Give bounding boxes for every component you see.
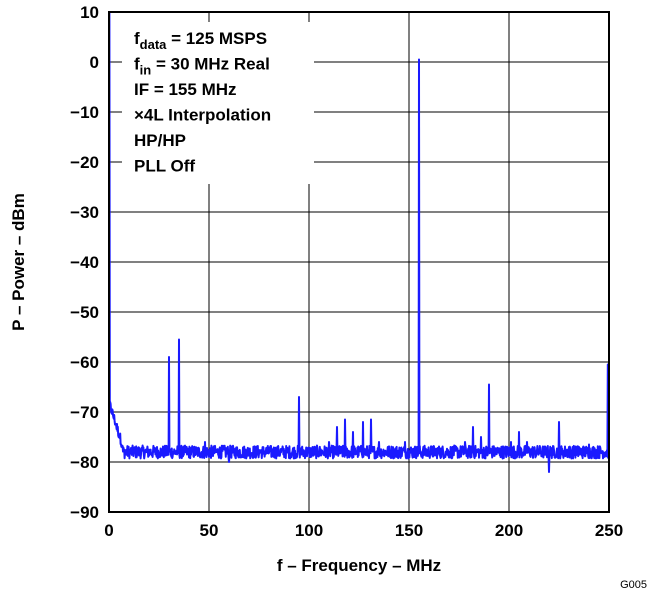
y-tick-label: −30: [70, 203, 99, 222]
y-tick-label: −40: [70, 253, 99, 272]
y-tick-label: 10: [80, 3, 99, 22]
annotation-base: HP/HP: [134, 131, 186, 150]
x-tick-label: 250: [595, 521, 623, 540]
annotation-subscript: data: [140, 37, 168, 52]
annotation-line: ×4L Interpolation: [134, 106, 271, 125]
x-tick-label: 0: [104, 521, 113, 540]
figure-id: G005: [620, 579, 647, 591]
x-tick-labels: 0 50 100 150 200 250: [104, 521, 623, 540]
annotation-line: PLL Off: [134, 157, 195, 176]
x-tick-label: 50: [200, 521, 219, 540]
plot-frame: [108, 11, 610, 513]
annotation-base: PLL Off: [134, 157, 195, 176]
y-tick-label: −70: [70, 403, 99, 422]
annotation-line: fin = 30 MHz Real: [134, 55, 270, 78]
annotation-rest: = 30 MHz Real: [151, 55, 270, 74]
annotation-base: f: [134, 29, 140, 48]
annotation-line: fdata = 125 MSPS: [134, 29, 267, 52]
x-tick-label: 100: [295, 521, 323, 540]
y-axis-title: P – Power – dBm: [9, 193, 28, 331]
x-axis-title: f – Frequency – MHz: [277, 556, 441, 575]
annotation-base: IF = 155 MHz: [134, 80, 237, 99]
y-tick-label: −10: [70, 103, 99, 122]
y-tick-label: −90: [70, 503, 99, 522]
y-tick-label: 0: [90, 53, 99, 72]
annotation-rest: = 125 MSPS: [166, 29, 267, 48]
annotation-line: HP/HP: [134, 131, 186, 150]
x-tick-label: 200: [495, 521, 523, 540]
annotation-box: [122, 22, 314, 184]
y-tick-label: −60: [70, 353, 99, 372]
annotation-base: f: [134, 55, 140, 74]
y-tick-label: −20: [70, 153, 99, 172]
y-tick-labels: 10 0 −10 −20 −30 −40 −50 −60 −70 −80 −90: [70, 3, 99, 522]
y-tick-label: −50: [70, 303, 99, 322]
y-tick-label: −80: [70, 453, 99, 472]
spectrum-trace: [108, 11, 610, 473]
spectrum-line: [108, 11, 610, 473]
annotation-line: IF = 155 MHz: [134, 80, 237, 99]
annotation-base: ×4L Interpolation: [134, 106, 271, 125]
annotation-subscript: in: [140, 63, 152, 78]
x-tick-label: 150: [395, 521, 423, 540]
